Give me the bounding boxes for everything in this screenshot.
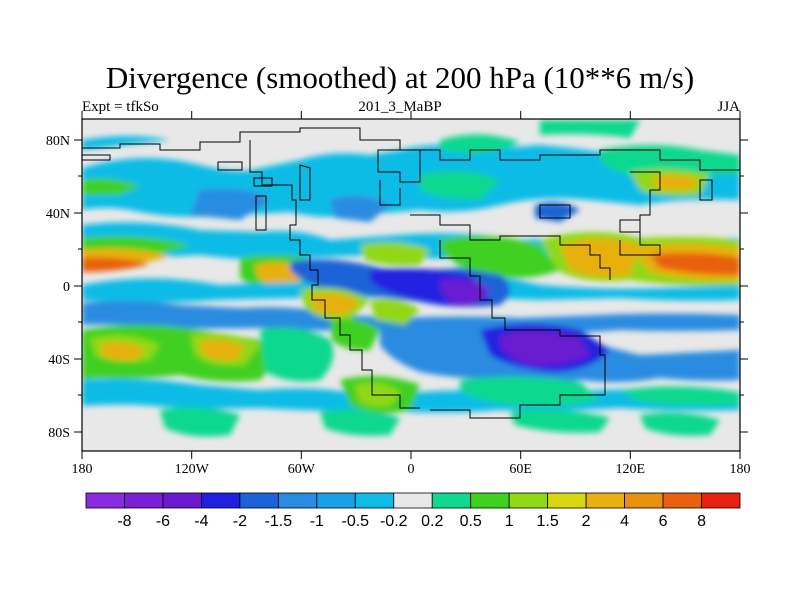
- colorbar-swatch: [585, 492, 625, 509]
- y-tick-label: 80S: [48, 426, 70, 441]
- divergence-field: [82, 120, 740, 437]
- colorbar-swatch: [277, 492, 318, 509]
- y-tick-label: 40N: [46, 207, 70, 222]
- colorbar-label: -0.5: [342, 513, 370, 530]
- x-tick-label: 60W: [288, 462, 316, 477]
- x-tick-label: 120W: [175, 462, 210, 477]
- x-tick-label: 180: [730, 462, 751, 477]
- colorbar-swatch: [662, 492, 702, 509]
- colorbar-label: 6: [659, 513, 668, 530]
- colorbar-swatch: [85, 492, 125, 509]
- colorbar-label: 2: [582, 513, 591, 530]
- x-tick-labels: 180 120W 60W 0 60E 120E 180: [72, 462, 751, 477]
- axis-ticks: [74, 111, 748, 459]
- colorbar-label: -1.5: [265, 513, 293, 530]
- y-tick-label: 80N: [46, 134, 70, 149]
- colorbar-swatch: [701, 492, 741, 509]
- experiment-label: Expt = tfkSo: [82, 99, 159, 115]
- plot-title: Divergence (smoothed) at 200 hPa (10**6 …: [105, 60, 695, 95]
- colorbar-label: -8: [117, 513, 131, 530]
- y-tick-labels: 80N 40N 0 40S 80S: [46, 134, 70, 441]
- colorbar-swatch: [547, 492, 587, 509]
- colorbar-swatch: [124, 492, 164, 509]
- case-label: 201_3_MaBP: [358, 99, 442, 115]
- colorbar-label: 1.5: [537, 513, 559, 530]
- colorbar-swatch: [354, 492, 395, 509]
- x-tick-label: 180: [72, 462, 93, 477]
- colorbar-swatch: [201, 492, 241, 509]
- colorbar-swatch: [316, 492, 356, 509]
- season-label: JJA: [717, 99, 740, 115]
- x-tick-label: 60E: [509, 462, 532, 477]
- colorbar-label: 8: [697, 513, 706, 530]
- colorbar-swatch: [508, 492, 549, 509]
- colorbar-swatch: [239, 492, 279, 509]
- colorbar-swatch: [393, 492, 433, 509]
- colorbar-swatch: [431, 492, 472, 509]
- colorbar-swatch: [162, 492, 202, 509]
- colorbar-label: 1: [505, 513, 514, 530]
- colorbar-label: -2: [233, 513, 247, 530]
- colorbar-label: -0.2: [380, 513, 408, 530]
- y-tick-label: 40S: [48, 353, 70, 368]
- colorbar-label: 0.5: [460, 513, 482, 530]
- colorbar-label: -4: [194, 513, 208, 530]
- x-tick-label: 0: [408, 462, 415, 477]
- coastline: [82, 127, 740, 419]
- colorbar: -8 -6 -4 -2 -1.5 -1 -0.5 -0.2 0.2 0.5 1 1.5 2 4 6 8: [85, 492, 741, 530]
- y-tick-label: 0: [63, 280, 70, 295]
- x-tick-label: 120E: [616, 462, 646, 477]
- colorbar-label: -6: [156, 513, 170, 530]
- colorbar-swatch: [624, 492, 664, 509]
- colorbar-label: 0.2: [421, 513, 443, 530]
- colorbar-swatch: [470, 492, 510, 509]
- colorbar-label: -1: [310, 513, 324, 530]
- colorbar-label: 4: [620, 513, 629, 530]
